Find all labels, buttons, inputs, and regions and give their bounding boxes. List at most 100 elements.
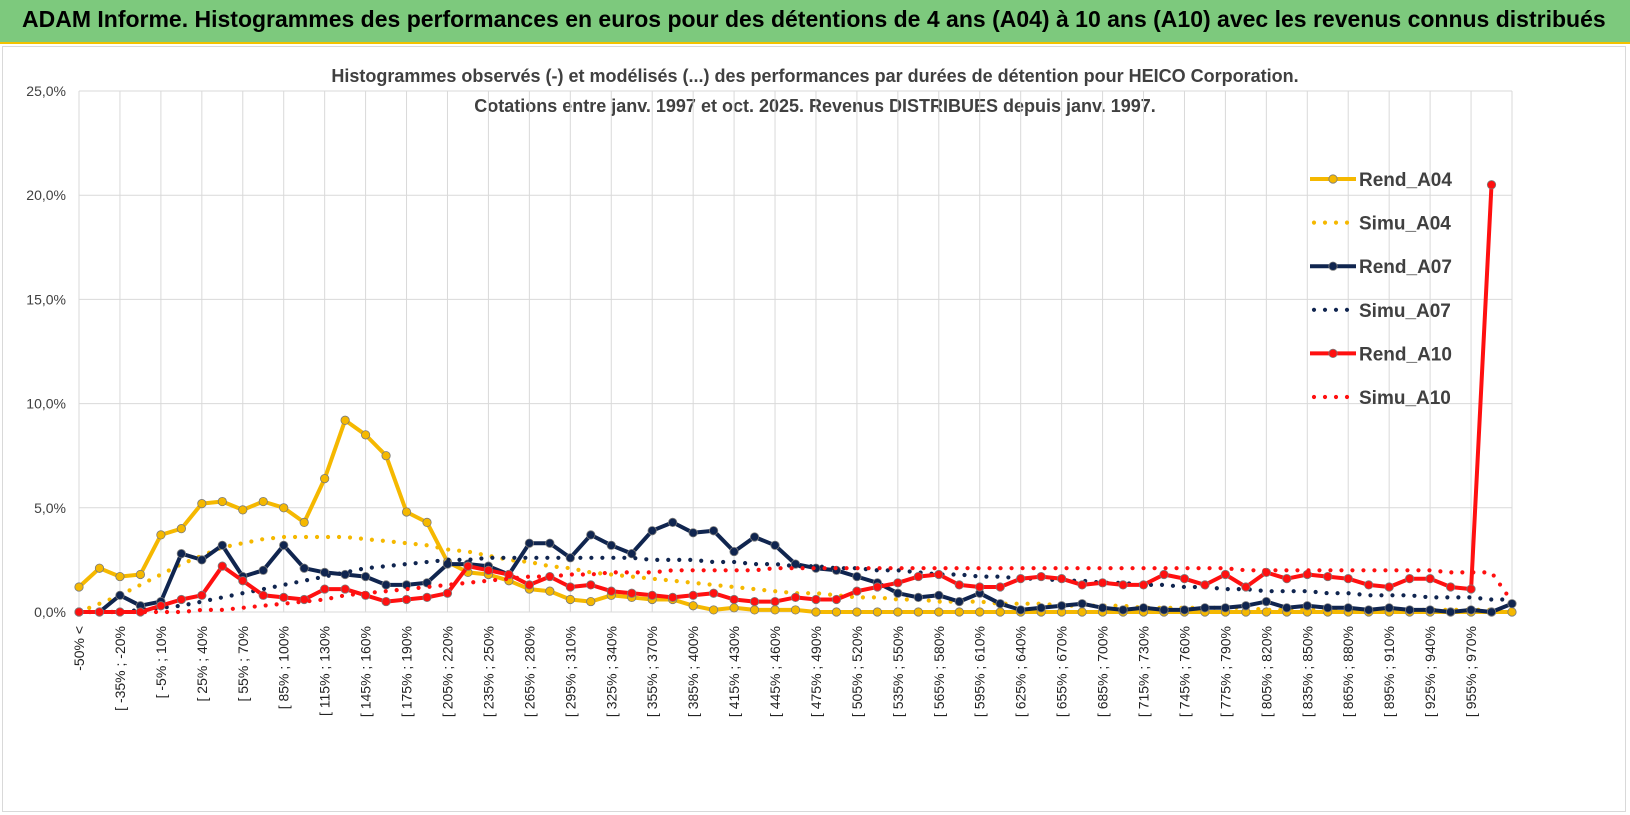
point-rend-a10	[995, 582, 1005, 592]
point-rend-a07	[1179, 605, 1190, 615]
point-rend-a10	[1486, 180, 1497, 190]
y-axis: 0,0% 5,0% 10,0% 15,0% 20,0% 25,0%	[26, 83, 66, 620]
point-rend-a10	[176, 594, 186, 605]
point-rend-a07	[115, 590, 125, 600]
point-rend-a10	[156, 601, 166, 611]
point-rend-a07	[1343, 603, 1353, 613]
point-rend-a07	[217, 540, 227, 550]
point-rend-a07	[279, 540, 289, 550]
point-rend-a04	[770, 605, 780, 615]
x-axis: -50% < [ -35% ; -20% [ -5% ; 10% [ 25% ; 40…	[71, 626, 1479, 717]
point-rend-a07	[1016, 605, 1026, 615]
point-rend-a07	[1445, 607, 1456, 617]
point-rend-a04	[197, 499, 207, 509]
legend-marker-rend-a04	[1328, 174, 1338, 184]
legend-label-simu-a07: Simu_A07	[1359, 301, 1451, 322]
point-rend-a10	[975, 582, 985, 592]
report-banner: ADAM Informe. Histogrammes des performan…	[0, 0, 1630, 44]
point-rend-a10	[340, 584, 350, 594]
x-tick-label: [ 805% ; 820%	[1258, 626, 1274, 717]
point-rend-a07	[1466, 605, 1476, 615]
point-rend-a07	[1057, 601, 1067, 611]
x-tick-label: -50% <	[71, 626, 87, 671]
point-rend-a04	[340, 415, 350, 425]
point-rend-a10	[422, 592, 432, 603]
point-rend-a10	[1097, 578, 1108, 588]
x-tick-label: [ 685% ; 700%	[1095, 626, 1111, 717]
point-rend-a07	[709, 526, 719, 536]
point-rend-a10	[197, 590, 207, 600]
point-rend-a10	[913, 571, 923, 582]
point-rend-a10	[688, 590, 698, 600]
point-rend-a07	[606, 540, 616, 550]
point-rend-a07	[258, 565, 268, 575]
point-rend-a10	[1016, 574, 1026, 584]
point-rend-a07	[586, 530, 596, 540]
legend-label-rend-a04: Rend_A04	[1359, 170, 1452, 191]
point-rend-a10	[381, 596, 391, 607]
point-rend-a07	[1159, 605, 1169, 615]
x-tick-label: [ 295% ; 310%	[562, 626, 578, 717]
point-rend-a07	[893, 588, 903, 598]
point-rend-a04	[790, 605, 801, 615]
point-rend-a10	[1200, 580, 1210, 590]
point-rend-a10	[1323, 571, 1333, 582]
x-tick-label: [ 925% ; 940%	[1422, 626, 1438, 717]
x-tick-label: [ 85% ; 100%	[276, 626, 292, 709]
y-tick-label: 0,0%	[34, 604, 66, 620]
series-line-simu-a07	[76, 555, 1515, 615]
chart-title: Histogrammes observés (-) et modélisés (…	[331, 66, 1298, 86]
series-line-rend-a10	[79, 184, 1494, 614]
point-rend-a10	[524, 580, 534, 590]
point-rend-a07	[668, 517, 678, 527]
x-tick-label: [ 325% ; 340%	[603, 626, 619, 717]
point-rend-a07	[299, 563, 309, 573]
x-tick-label: [ 595% ; 610%	[972, 626, 988, 717]
x-tick-label: [ 655% ; 670%	[1054, 626, 1070, 717]
x-tick-label: [ 175% ; 190%	[399, 626, 415, 717]
point-rend-a04	[975, 607, 985, 617]
point-rend-a10	[565, 582, 575, 592]
point-rend-a10	[934, 569, 944, 580]
chart-subtitle: Cotations entre janv. 1997 et oct. 2025.…	[474, 96, 1156, 116]
point-rend-a04	[1077, 607, 1087, 617]
point-rend-a10	[1179, 574, 1190, 584]
point-rend-a10	[1159, 569, 1169, 580]
point-rend-a04	[586, 596, 596, 607]
point-rend-a10	[1241, 582, 1251, 592]
point-rend-a07	[320, 567, 330, 578]
point-rend-a10	[606, 586, 616, 596]
point-rend-a10	[279, 592, 289, 603]
x-tick-label: [ 835% ; 850%	[1299, 626, 1315, 717]
x-tick-label: [ 25% ; 40%	[194, 626, 210, 702]
legend-label-simu-a04: Simu_A04	[1359, 214, 1451, 235]
y-tick-label: 5,0%	[34, 500, 66, 516]
point-rend-a10	[299, 594, 309, 605]
point-rend-a04	[852, 607, 862, 617]
point-rend-a04	[135, 569, 146, 580]
point-rend-a04	[995, 607, 1005, 617]
point-rend-a04	[115, 571, 125, 582]
x-tick-label: [ 145% ; 160%	[358, 626, 374, 717]
point-rend-a07	[1425, 605, 1435, 615]
point-rend-a10	[1036, 571, 1046, 582]
point-rend-a10	[647, 590, 657, 600]
point-rend-a10	[1077, 580, 1087, 590]
point-rend-a10	[1118, 580, 1128, 590]
x-tick-label: [ 565% ; 580%	[931, 626, 947, 717]
x-tick-label: [ 55% ; 70%	[235, 626, 251, 702]
x-tick-label: [ 775% ; 790%	[1217, 626, 1233, 717]
point-rend-a10	[483, 565, 494, 575]
point-rend-a07	[1282, 603, 1292, 613]
x-tick-label: [ 895% ; 910%	[1381, 626, 1397, 717]
point-rend-a04	[934, 607, 944, 617]
point-rend-a07	[729, 546, 739, 557]
point-rend-a10	[463, 561, 473, 571]
point-rend-a07	[1507, 599, 1517, 609]
x-tick-label: [ 115% ; 130%	[317, 626, 333, 716]
legend-marker-rend-a07	[1328, 261, 1338, 271]
point-rend-a10	[217, 561, 227, 571]
point-rend-a04	[176, 524, 186, 534]
point-rend-a07	[647, 526, 657, 536]
point-rend-a07	[1118, 605, 1128, 615]
